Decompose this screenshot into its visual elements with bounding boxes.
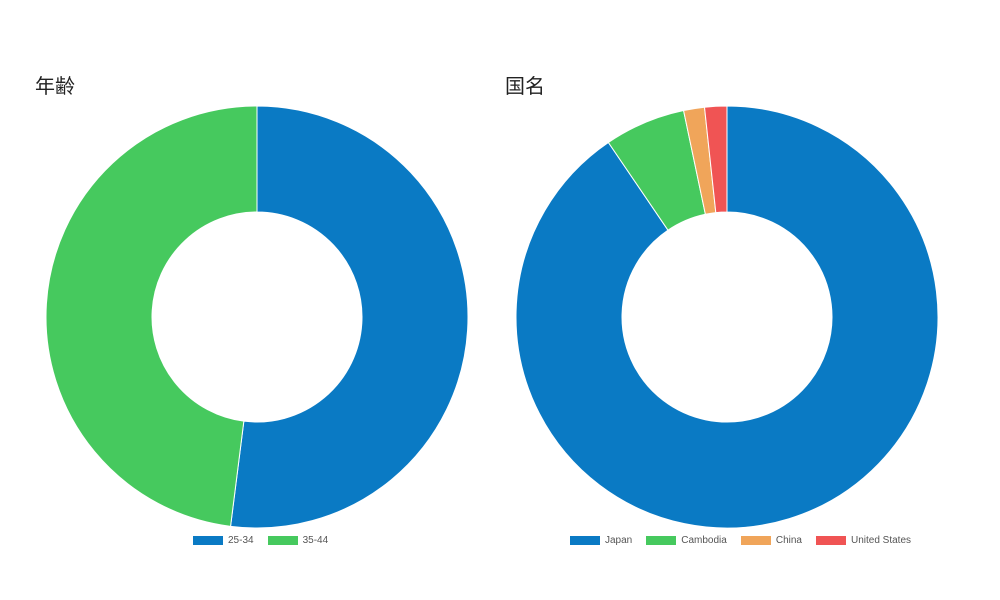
country-legend-label-cambodia: Cambodia bbox=[681, 535, 727, 546]
country-donut-chart bbox=[515, 105, 939, 529]
age-legend-label-35-44: 35-44 bbox=[302, 535, 329, 546]
age-legend-label-25-34: 25-34 bbox=[228, 535, 254, 546]
country-legend: Japan Cambodia China United States bbox=[570, 535, 911, 546]
age-legend: 25-34 35-44 bbox=[193, 535, 328, 546]
age-donut-chart bbox=[45, 105, 469, 529]
age-legend-swatch-35-44 bbox=[267, 536, 298, 545]
country-chart-panel: 国名 Japan Cambodia China United States bbox=[470, 0, 970, 600]
country-legend-swatch-japan bbox=[570, 536, 600, 545]
age-slice-35-44[interactable] bbox=[45, 105, 258, 527]
age-legend-item-25-34[interactable]: 25-34 bbox=[193, 535, 254, 546]
country-legend-swatch-china bbox=[740, 536, 771, 545]
country-legend-label-united-states: United States bbox=[850, 535, 912, 546]
country-slice-japan[interactable] bbox=[515, 105, 939, 529]
country-legend-item-japan[interactable]: Japan bbox=[570, 535, 632, 546]
country-legend-label-china: China bbox=[775, 535, 802, 546]
age-legend-item-35-44[interactable]: 35-44 bbox=[267, 535, 329, 546]
country-legend-item-united-states[interactable]: United States bbox=[815, 535, 912, 546]
country-legend-item-china[interactable]: China bbox=[740, 535, 802, 546]
age-chart-panel: 年齢 25-34 35-44 bbox=[35, 74, 469, 546]
age-chart-title: 年齢 bbox=[35, 74, 75, 98]
country-legend-label-japan: Japan bbox=[605, 535, 633, 546]
country-slice-united-states[interactable] bbox=[703, 105, 728, 214]
country-chart-title: 国名 bbox=[505, 74, 545, 98]
age-slice-25-34[interactable] bbox=[229, 105, 469, 529]
country-legend-swatch-cambodia bbox=[646, 536, 677, 545]
country-legend-swatch-united-states bbox=[815, 536, 846, 545]
age-legend-swatch-25-34 bbox=[193, 536, 223, 545]
country-legend-item-cambodia[interactable]: Cambodia bbox=[646, 535, 727, 546]
